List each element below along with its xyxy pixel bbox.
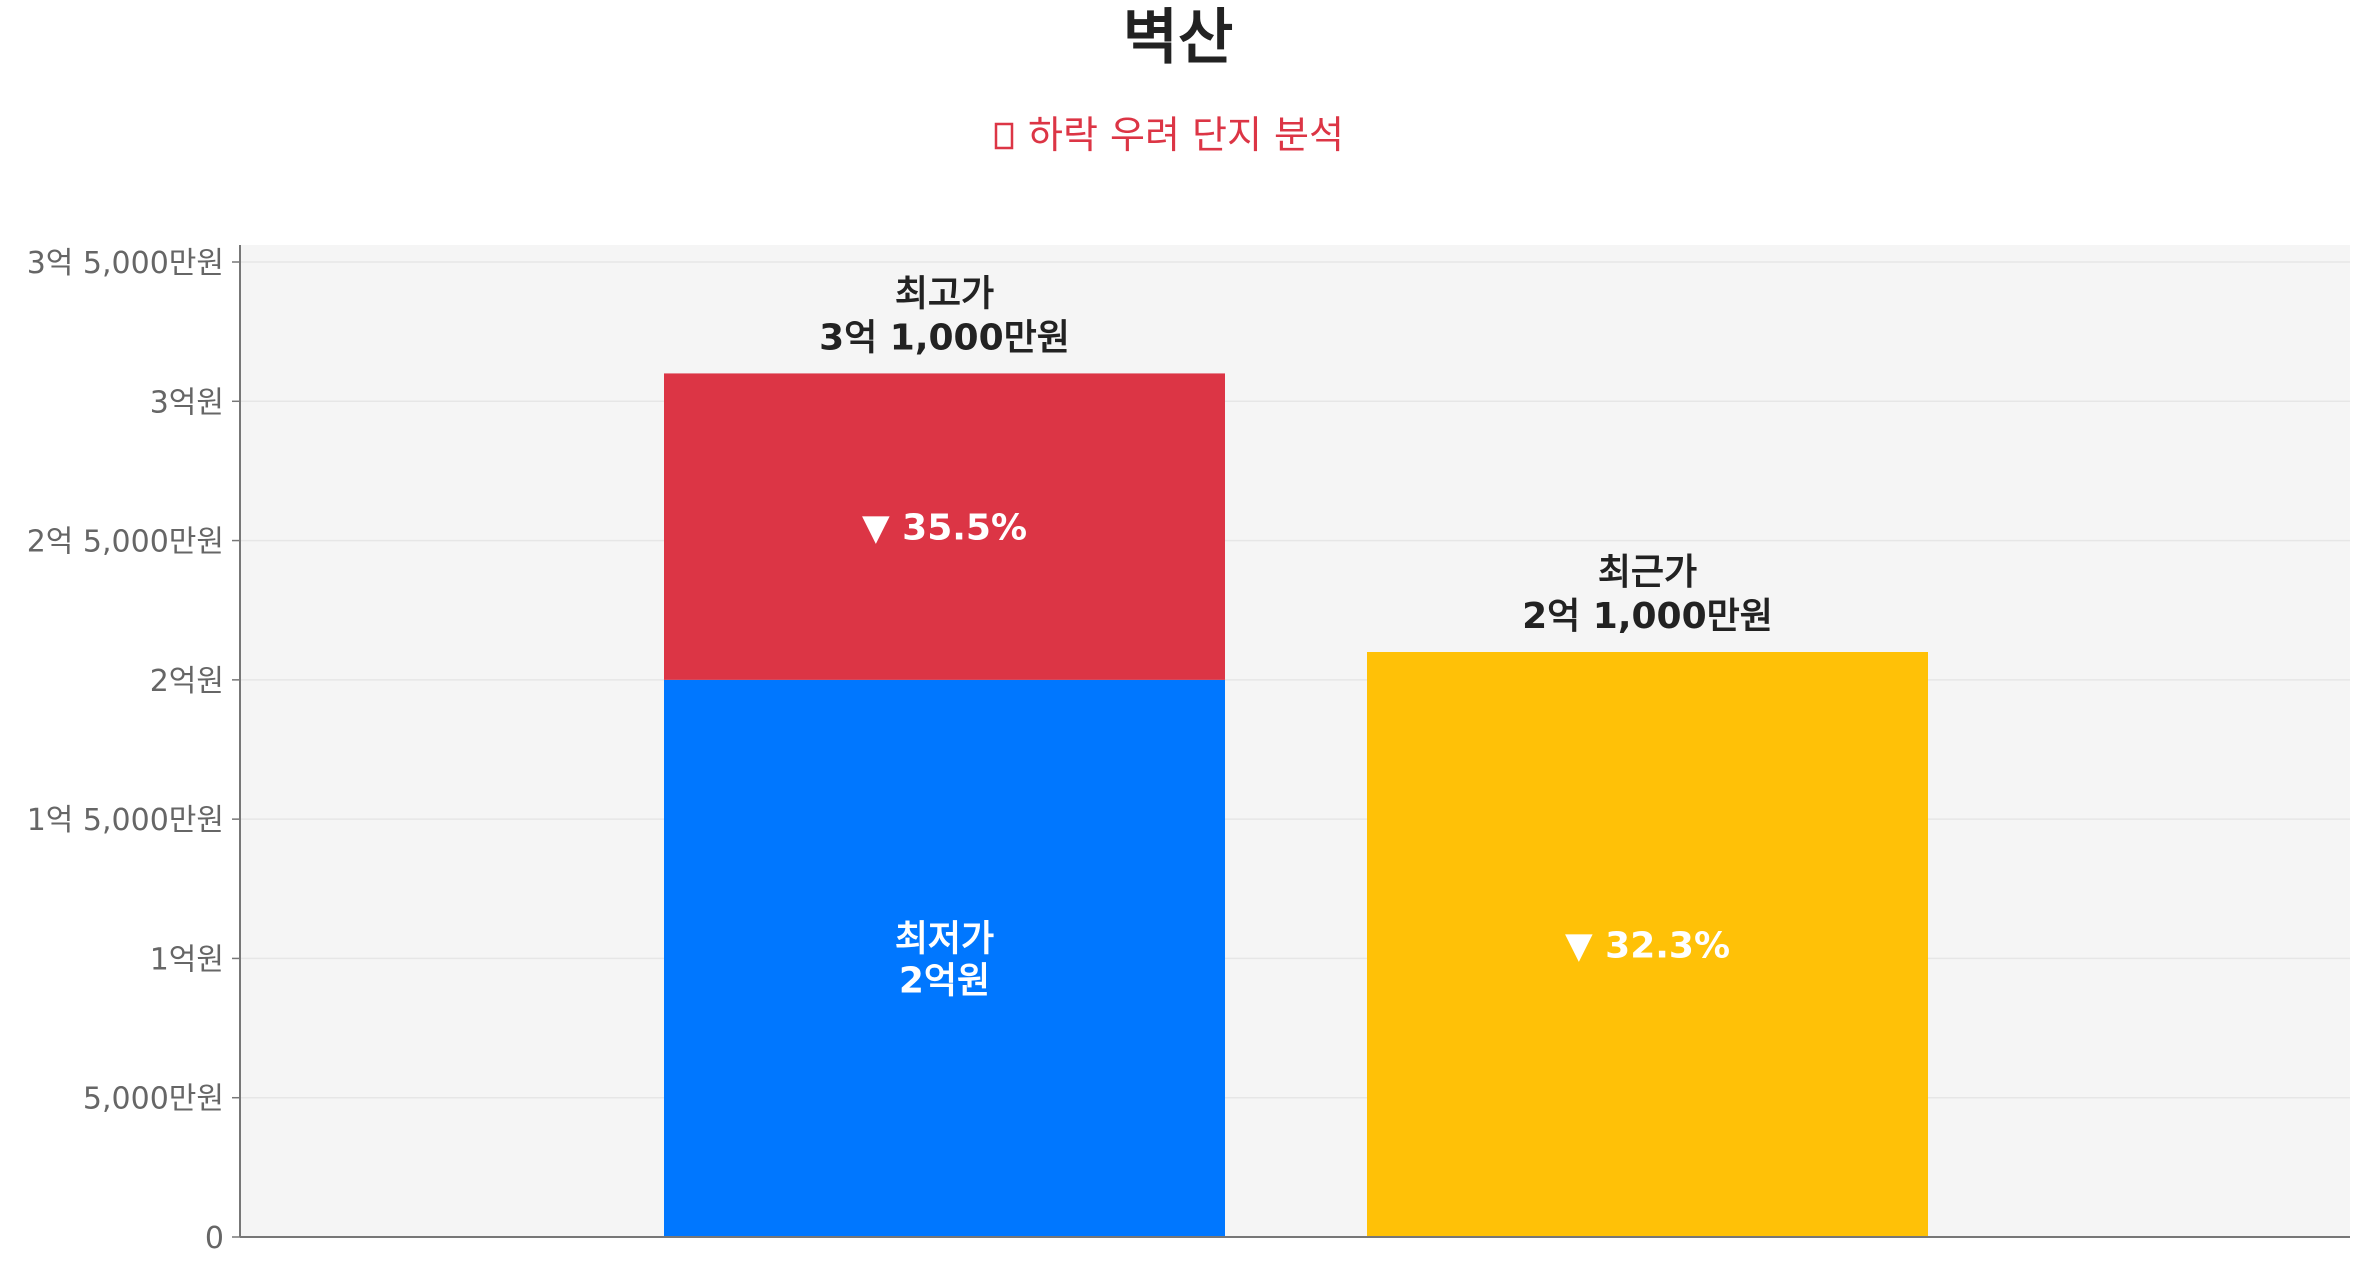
y-tick-label: 1억 5,000만원 — [27, 803, 224, 838]
y-tick-label: 0 — [205, 1221, 224, 1256]
bar-top-label: 최근가 — [1598, 552, 1697, 593]
y-tick-label: 3억원 — [150, 385, 224, 420]
bars — [664, 373, 1928, 1237]
y-tick-label: 2억 5,000만원 — [27, 525, 224, 560]
bar-top-label: 3억 1,000만원 — [819, 317, 1070, 358]
bar-segment — [664, 373, 1225, 680]
chart-subtitle: 하락 우려 단지 분석 — [994, 113, 1344, 157]
segment-label: ▼ 35.5% — [862, 508, 1027, 549]
chart-title: 벽산 — [1123, 3, 1233, 73]
segment-label: 최저가 — [895, 918, 994, 959]
y-tick-label: 5,000만원 — [83, 1082, 224, 1117]
y-tick-label: 1억원 — [150, 942, 224, 977]
segment-label: ▼ 32.3% — [1565, 925, 1730, 966]
segment-label: 2억원 — [899, 960, 990, 1001]
gridlines — [240, 261, 2350, 1099]
y-tick-label: 3억 5,000만원 — [27, 246, 224, 281]
axes — [232, 245, 2350, 1238]
bar-segment — [1367, 652, 1928, 1237]
bar-top-label: 최고가 — [895, 273, 994, 314]
plot-background — [240, 245, 2350, 1237]
y-tick-label: 2억원 — [150, 664, 224, 699]
warning-icon — [994, 122, 1014, 150]
bar-segment — [664, 679, 1225, 1237]
bar-top-label: 2억 1,000만원 — [1522, 596, 1773, 637]
subtitle-text: 하락 우려 단지 분석 — [1028, 113, 1344, 157]
y-tick-labels: 0 5,000만원 1억원 1억 5,000만원 2억원 2억 5,000만원 3억원 3억 … — [27, 246, 224, 1256]
